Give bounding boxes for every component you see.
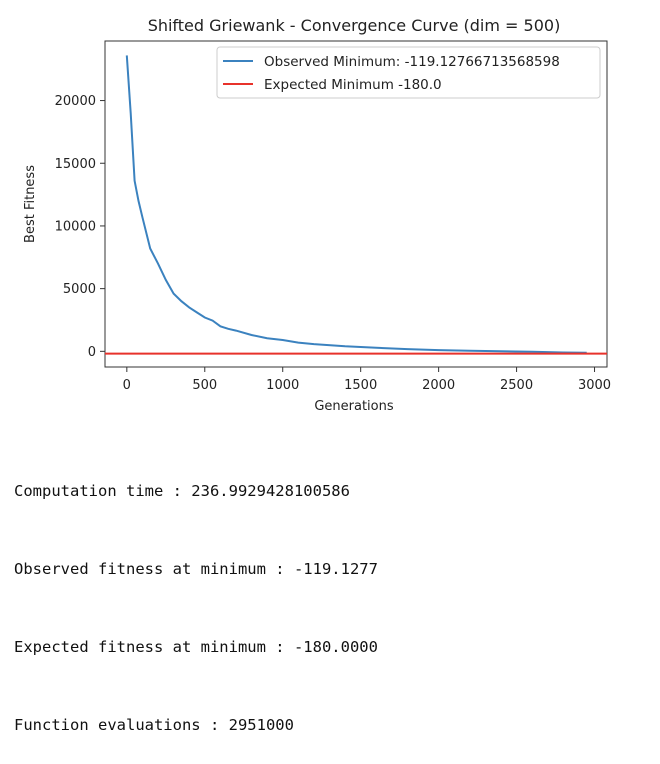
- x-axis-label: Generations: [314, 399, 394, 410]
- x-tick-label: 3000: [578, 378, 611, 393]
- legend: Observed Minimum: -119.12766713568598 Ex…: [216, 46, 601, 99]
- y-tick-label: 5000: [63, 282, 96, 297]
- function-evaluations-line: Function evaluations : 2951000: [14, 716, 294, 734]
- x-tick-label: 1500: [344, 378, 377, 393]
- y-tick-label: 0: [88, 345, 96, 360]
- legend-label-observed: Observed Minimum: -119.12766713568598: [264, 54, 560, 70]
- y-tick-label: 20000: [55, 94, 96, 109]
- observed-series-line: [125, 55, 587, 354]
- x-tick-label: 1000: [266, 378, 299, 393]
- y-tick-label: 15000: [55, 157, 96, 172]
- legend-box: [216, 46, 601, 99]
- chart-title: Shifted Griewank - Convergence Curve (di…: [148, 16, 561, 35]
- x-tick-label: 0: [123, 378, 131, 393]
- y-axis-label: Best Fitness: [23, 165, 38, 243]
- x-tick-label: 500: [192, 378, 217, 393]
- observed-fitness-line: Observed fitness at minimum : -119.1277: [14, 560, 378, 578]
- computation-time-line: Computation time : 236.9929428100586: [14, 482, 350, 500]
- y-tick-label: 10000: [55, 219, 96, 234]
- legend-label-expected: Expected Minimum -180.0: [264, 77, 442, 93]
- console-output: Computation time : 236.9929428100586 Obs…: [14, 426, 378, 764]
- expected-fitness-line: Expected fitness at minimum : -180.0000: [14, 638, 378, 656]
- x-tick-label: 2000: [422, 378, 455, 393]
- x-axis-ticks: 0 500 1000 1500 2000 2500 3000: [123, 367, 611, 393]
- y-axis-ticks: 0 5000 10000 15000 20000: [55, 94, 105, 360]
- x-tick-label: 2500: [500, 378, 533, 393]
- convergence-chart: Shifted Griewank - Convergence Curve (di…: [23, 16, 611, 410]
- series-layer: [105, 55, 607, 355]
